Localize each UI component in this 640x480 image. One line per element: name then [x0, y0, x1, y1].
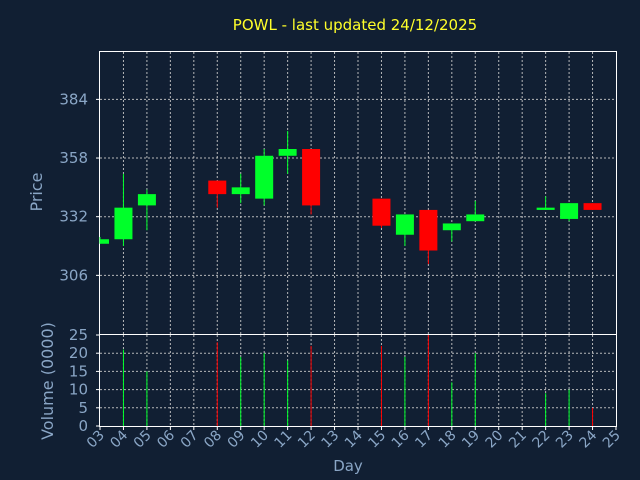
price-y-axis: 306 332 358 384: [59, 90, 100, 284]
volume-tick-label-15: 15: [69, 362, 88, 380]
volume-tick-label-5: 5: [78, 399, 88, 417]
candle-12: [302, 149, 321, 215]
candle-body-04: [114, 207, 133, 240]
candle-10: [255, 149, 274, 206]
candle-16: [395, 214, 414, 247]
candle-body-24: [583, 203, 602, 210]
candle-body-09: [231, 187, 250, 195]
price-tick-label-306: 306: [59, 266, 88, 284]
price-axis-label: Price: [27, 172, 46, 211]
volume-tick-label-25: 25: [69, 326, 88, 344]
candle-15: [372, 198, 391, 228]
candlestick-series: [99, 130, 602, 265]
candle-18: [442, 223, 461, 242]
candle-body-16: [395, 214, 414, 235]
candle-04: [114, 173, 133, 247]
day-x-axis: 03 04 05 06 07 08 09 10 11 12 13 14 15 16 17 18 19 20 21 22…: [84, 426, 624, 451]
candle-body-05: [137, 194, 156, 206]
price-tick-label-384: 384: [59, 90, 88, 108]
day-axis-label: Day: [333, 457, 363, 475]
volume-tick-label-20: 20: [69, 344, 88, 362]
candle-22: [536, 196, 555, 210]
candle-body-23: [560, 203, 579, 219]
candle-body-18: [442, 223, 461, 231]
candle-19: [466, 200, 485, 222]
volume-series: [122, 335, 594, 426]
price-tick-label-332: 332: [59, 208, 88, 226]
volume-tick-label-0: 0: [78, 417, 88, 435]
candle-09: [231, 173, 250, 204]
candle-05: [137, 189, 156, 231]
candle-11: [278, 130, 297, 174]
candle-body-12: [302, 149, 321, 206]
candle-23: [560, 203, 579, 222]
candle-body-17: [419, 209, 438, 251]
volume-axis-label: Volume (0000): [38, 322, 57, 440]
candle-body-08: [208, 180, 227, 195]
candle-body-22: [536, 207, 555, 210]
candle-body-11: [278, 149, 297, 156]
price-tick-label-358: 358: [59, 149, 88, 167]
candle-03: [99, 236, 109, 244]
volume-tick-label-10: 10: [69, 381, 88, 399]
candle-17: [419, 209, 438, 265]
candle-body-19: [466, 214, 485, 222]
candle-body-15: [372, 198, 391, 226]
candle-body-10: [255, 155, 274, 199]
chart-title: POWL - last updated 24/12/2025: [233, 16, 477, 34]
candle-08: [208, 180, 227, 208]
candle-body-03: [100, 239, 109, 244]
candle-24: [583, 203, 602, 210]
